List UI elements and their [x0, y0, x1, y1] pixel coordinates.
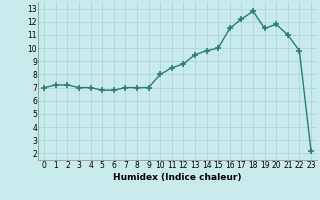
X-axis label: Humidex (Indice chaleur): Humidex (Indice chaleur)	[113, 173, 242, 182]
